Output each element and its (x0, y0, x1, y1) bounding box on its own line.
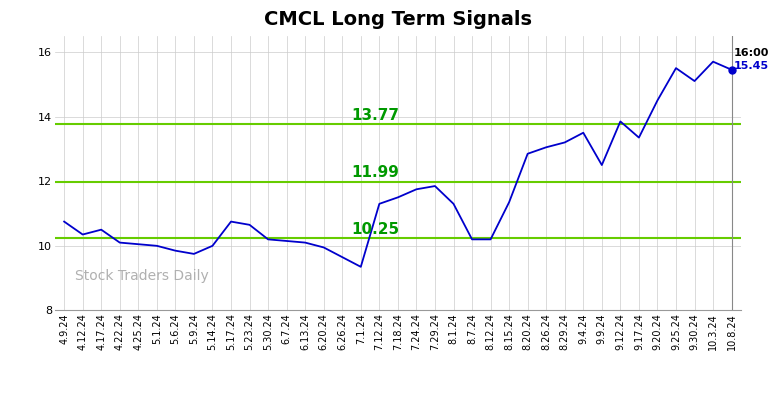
Text: 10.25: 10.25 (351, 222, 399, 236)
Text: 13.77: 13.77 (351, 108, 399, 123)
Text: 16:00: 16:00 (734, 48, 769, 58)
Text: 11.99: 11.99 (351, 165, 399, 180)
Title: CMCL Long Term Signals: CMCL Long Term Signals (264, 10, 532, 29)
Text: Stock Traders Daily: Stock Traders Daily (75, 269, 209, 283)
Text: 15.45: 15.45 (734, 61, 768, 71)
